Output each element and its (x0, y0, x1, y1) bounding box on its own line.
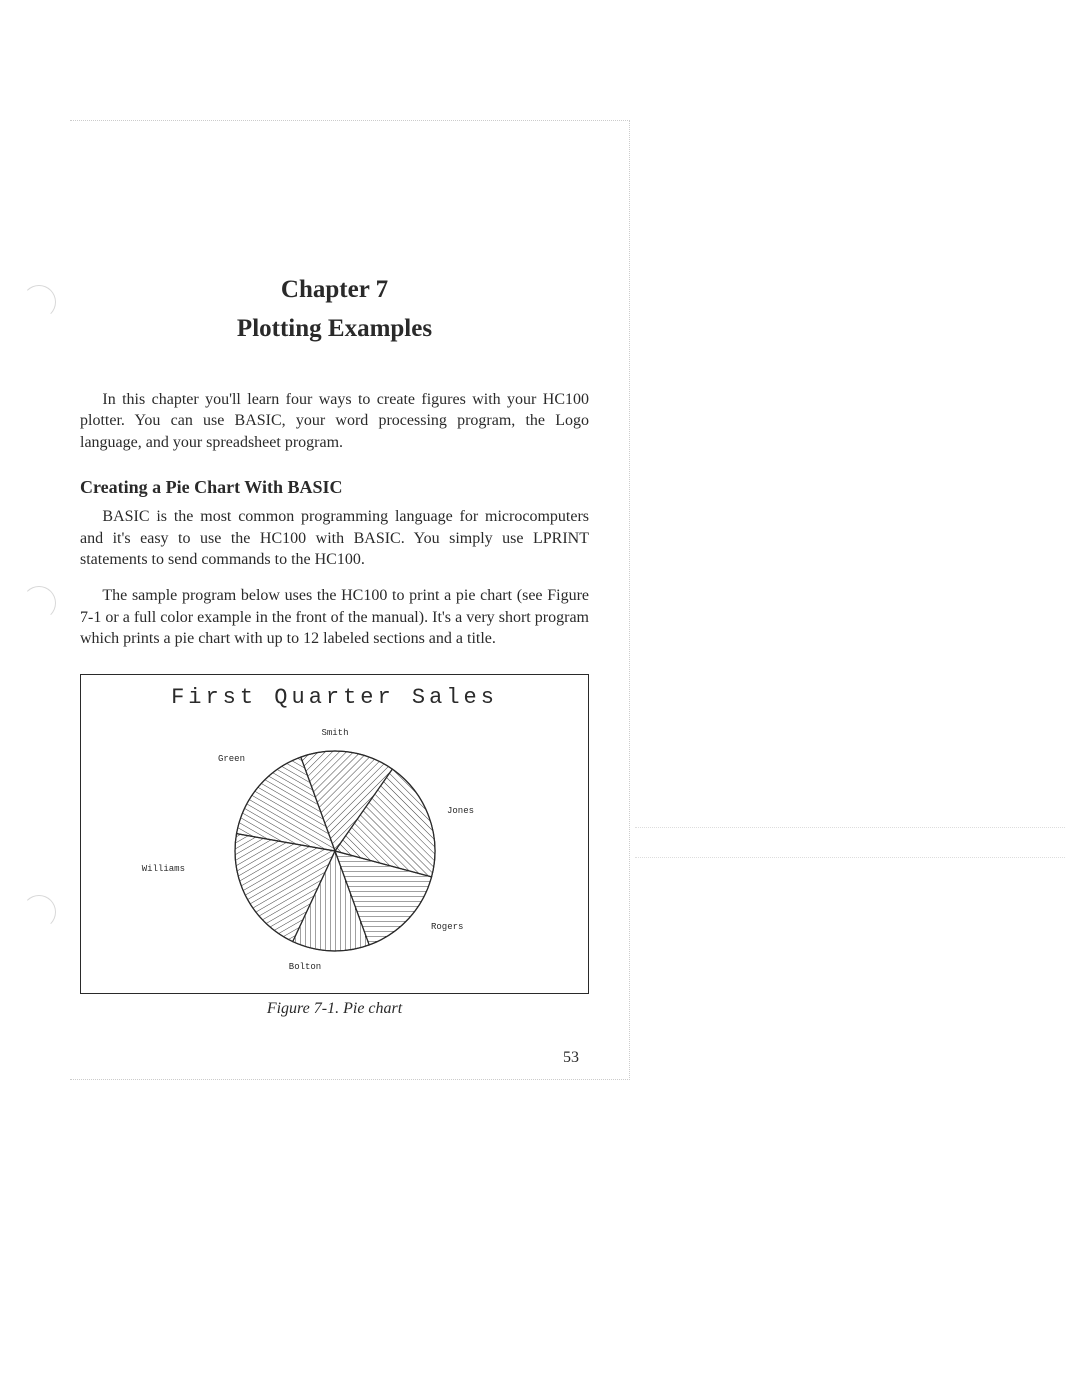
page-content: Chapter 7 Plotting Examples In this chap… (70, 120, 630, 1080)
scan-artifact-rule (635, 827, 1065, 828)
pie-label-smith: Smith (321, 728, 348, 738)
section-heading: Creating a Pie Chart With BASIC (80, 477, 589, 498)
paragraph: BASIC is the most common programming lan… (80, 506, 589, 571)
figure-title: First Quarter Sales (81, 685, 588, 710)
page-number: 53 (563, 1049, 579, 1067)
chapter-heading: Chapter 7 Plotting Examples (80, 271, 589, 349)
figure-7-1: First Quarter Sales Smith Jones Rogers Bolt… (80, 674, 589, 994)
pie-label-green: Green (217, 754, 244, 764)
pie-chart: Smith Jones Rogers Bolton Williams Green (81, 716, 588, 976)
binder-ring-mark (22, 895, 56, 929)
pie-label-bolton: Bolton (288, 962, 320, 972)
paragraph: In this chapter you'll learn four ways t… (80, 389, 589, 454)
chapter-number: Chapter 7 (80, 271, 589, 310)
figure-caption: Figure 7-1. Pie chart (80, 1000, 589, 1018)
pie-label-williams: Williams (141, 864, 184, 874)
binder-ring-mark (22, 285, 56, 319)
scan-artifact-rule (635, 857, 1065, 858)
binder-ring-mark (22, 586, 56, 620)
paragraph: The sample program below uses the HC100 … (80, 585, 589, 650)
pie-label-jones: Jones (447, 806, 474, 816)
pie-label-rogers: Rogers (431, 922, 463, 932)
chapter-title: Plotting Examples (80, 310, 589, 349)
